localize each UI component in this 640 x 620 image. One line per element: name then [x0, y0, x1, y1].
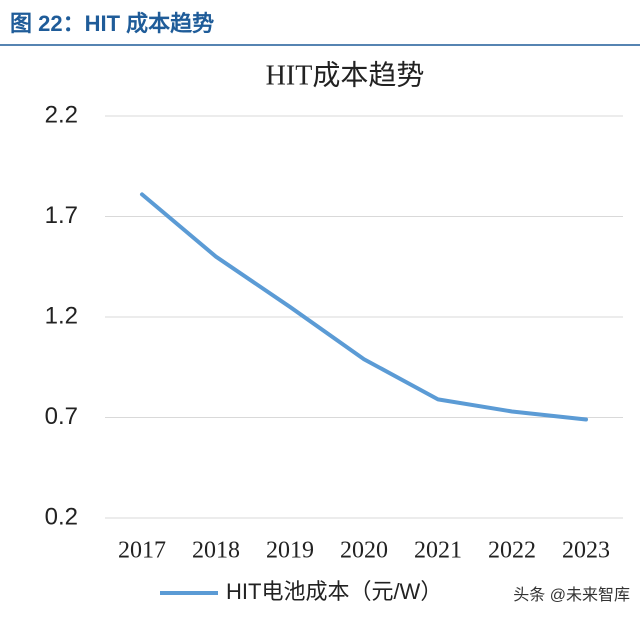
figure-title: 图 22：HIT 成本趋势 — [10, 11, 214, 36]
legend-label: HIT电池成本（元/W） — [226, 579, 442, 604]
x-tick-label: 2023 — [562, 538, 610, 564]
line-series — [140, 192, 588, 422]
y-tick-label: 1.2 — [45, 302, 78, 329]
y-tick-label: 1.7 — [45, 202, 78, 229]
y-tick-label: 0.2 — [45, 503, 78, 530]
x-tick-label: 2018 — [192, 538, 240, 564]
y-tick-label: 2.2 — [45, 101, 78, 128]
x-tick-label: 2022 — [488, 538, 536, 564]
chart-title: HIT成本趋势 — [266, 59, 425, 91]
watermark: 头条 @未来智库 — [513, 586, 630, 604]
x-tick-label: 2020 — [340, 538, 388, 564]
y-tick-label: 0.7 — [45, 403, 78, 430]
x-tick-label: 2017 — [118, 538, 166, 564]
x-tick-label: 2019 — [266, 538, 314, 564]
x-tick-label: 2021 — [414, 538, 462, 564]
